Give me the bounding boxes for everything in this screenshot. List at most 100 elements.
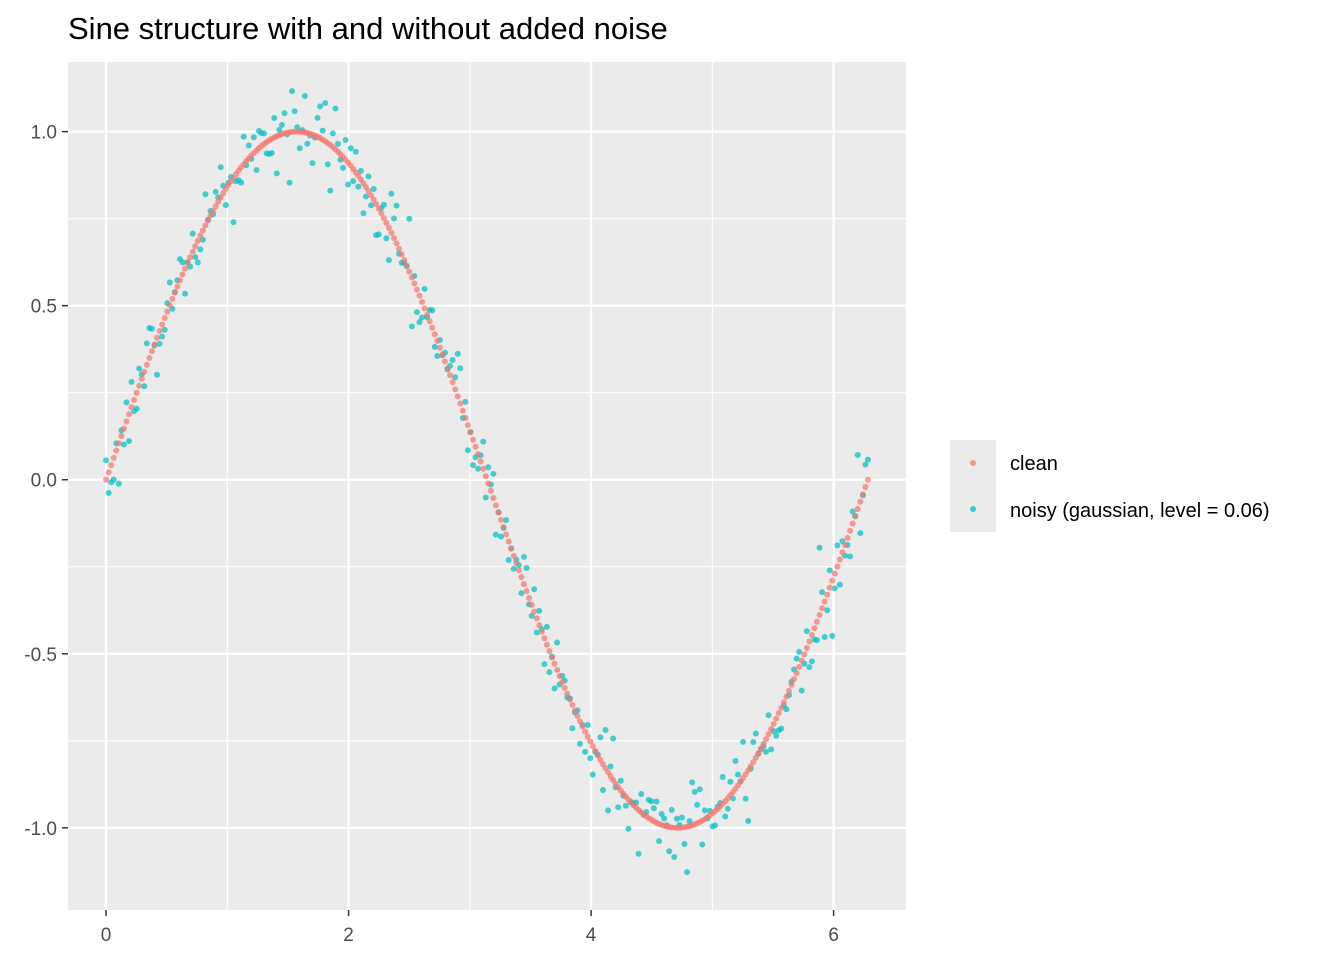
noisy-point (798, 687, 805, 694)
noisy-point (192, 254, 199, 261)
clean-point (143, 361, 150, 368)
noisy-point (523, 564, 530, 571)
noisy-point (745, 817, 752, 824)
noisy-point (829, 632, 836, 639)
clean-point (847, 527, 854, 534)
clean-point (426, 318, 433, 325)
noisy-point (546, 669, 553, 676)
clean-point (487, 487, 494, 494)
noisy-point (577, 740, 584, 747)
noisy-point (836, 581, 843, 588)
clean-point (408, 274, 415, 281)
noisy-point (765, 712, 772, 719)
clean-point (105, 469, 112, 476)
noisy-point (740, 738, 747, 745)
noisy-point (222, 202, 229, 209)
noisy-point (357, 167, 364, 174)
clean-point (857, 498, 864, 505)
noisy-point (253, 166, 260, 173)
noisy-point (345, 181, 352, 188)
clean-point (801, 651, 808, 658)
clean-point (836, 556, 843, 563)
clean-point (434, 338, 441, 345)
grid-major (68, 62, 906, 910)
clean-point (444, 365, 451, 372)
clean-point (788, 681, 795, 688)
clean-point (492, 502, 499, 509)
noisy-point (268, 149, 275, 156)
noisy-point (340, 164, 347, 171)
noisy-point (136, 365, 143, 372)
clean-point (459, 407, 466, 414)
clean-point (396, 245, 403, 252)
noisy-point (365, 173, 372, 180)
clean-point (192, 243, 199, 250)
noisy-point (607, 763, 614, 770)
clean-point (510, 552, 517, 559)
noisy-point (834, 542, 841, 549)
clean-point (811, 625, 818, 632)
noisy-point (317, 103, 324, 110)
clean-point (123, 418, 130, 425)
noisy-point (854, 452, 861, 459)
clean-point (803, 644, 810, 651)
clean-point (441, 358, 448, 365)
clean-point (110, 454, 117, 461)
x-tick-label: 4 (586, 925, 597, 946)
noisy-point (347, 145, 354, 152)
noisy-point (278, 121, 285, 128)
noisy-point (531, 586, 538, 593)
clean-point (531, 608, 538, 615)
clean-point (393, 240, 400, 247)
noisy-point (724, 805, 731, 812)
noisy-point (722, 813, 729, 820)
clean-point (202, 222, 209, 229)
noisy-point (653, 798, 660, 805)
clean-point (577, 718, 584, 725)
noisy-point (309, 160, 316, 167)
noisy-point (605, 807, 612, 814)
clean-point (184, 259, 191, 266)
clean-point (821, 598, 828, 605)
clean-point (482, 473, 489, 480)
clean-point (156, 328, 163, 335)
clean-point (391, 235, 398, 242)
noisy-point (419, 314, 426, 321)
noisy-point (143, 340, 150, 347)
noisy-point (648, 798, 655, 805)
clean-point (536, 622, 543, 629)
clean-point (864, 476, 871, 483)
clean-point (839, 549, 846, 556)
noisy-point (475, 465, 482, 472)
clean-point (413, 286, 420, 293)
legend-label-clean: clean (1010, 453, 1058, 475)
noisy-point (503, 517, 510, 524)
clean-point (592, 747, 599, 754)
noisy-point (666, 848, 673, 855)
noisy-point (821, 633, 828, 640)
noisy-point (661, 815, 668, 822)
clean-point (385, 224, 392, 231)
noisy-point (391, 215, 398, 222)
clean-point (378, 210, 385, 217)
noisy-point (650, 805, 657, 812)
clean-point (765, 731, 772, 738)
clean-point (212, 203, 219, 210)
noisy-point (105, 489, 112, 496)
noisy-point (189, 230, 196, 237)
clean-point (113, 447, 120, 454)
clean-point (763, 736, 770, 743)
clean-point (538, 628, 545, 635)
noisy-point (194, 259, 201, 266)
noisy-point (362, 193, 369, 200)
noisy-point (551, 685, 558, 692)
clean-point (375, 205, 382, 212)
noisy-point (734, 771, 741, 778)
noisy-point (304, 140, 311, 147)
clean-point (373, 201, 380, 208)
noisy-point (554, 639, 561, 646)
clean-point (849, 520, 856, 527)
clean-point (520, 581, 527, 588)
clean-point (508, 545, 515, 552)
clean-point (403, 262, 410, 269)
